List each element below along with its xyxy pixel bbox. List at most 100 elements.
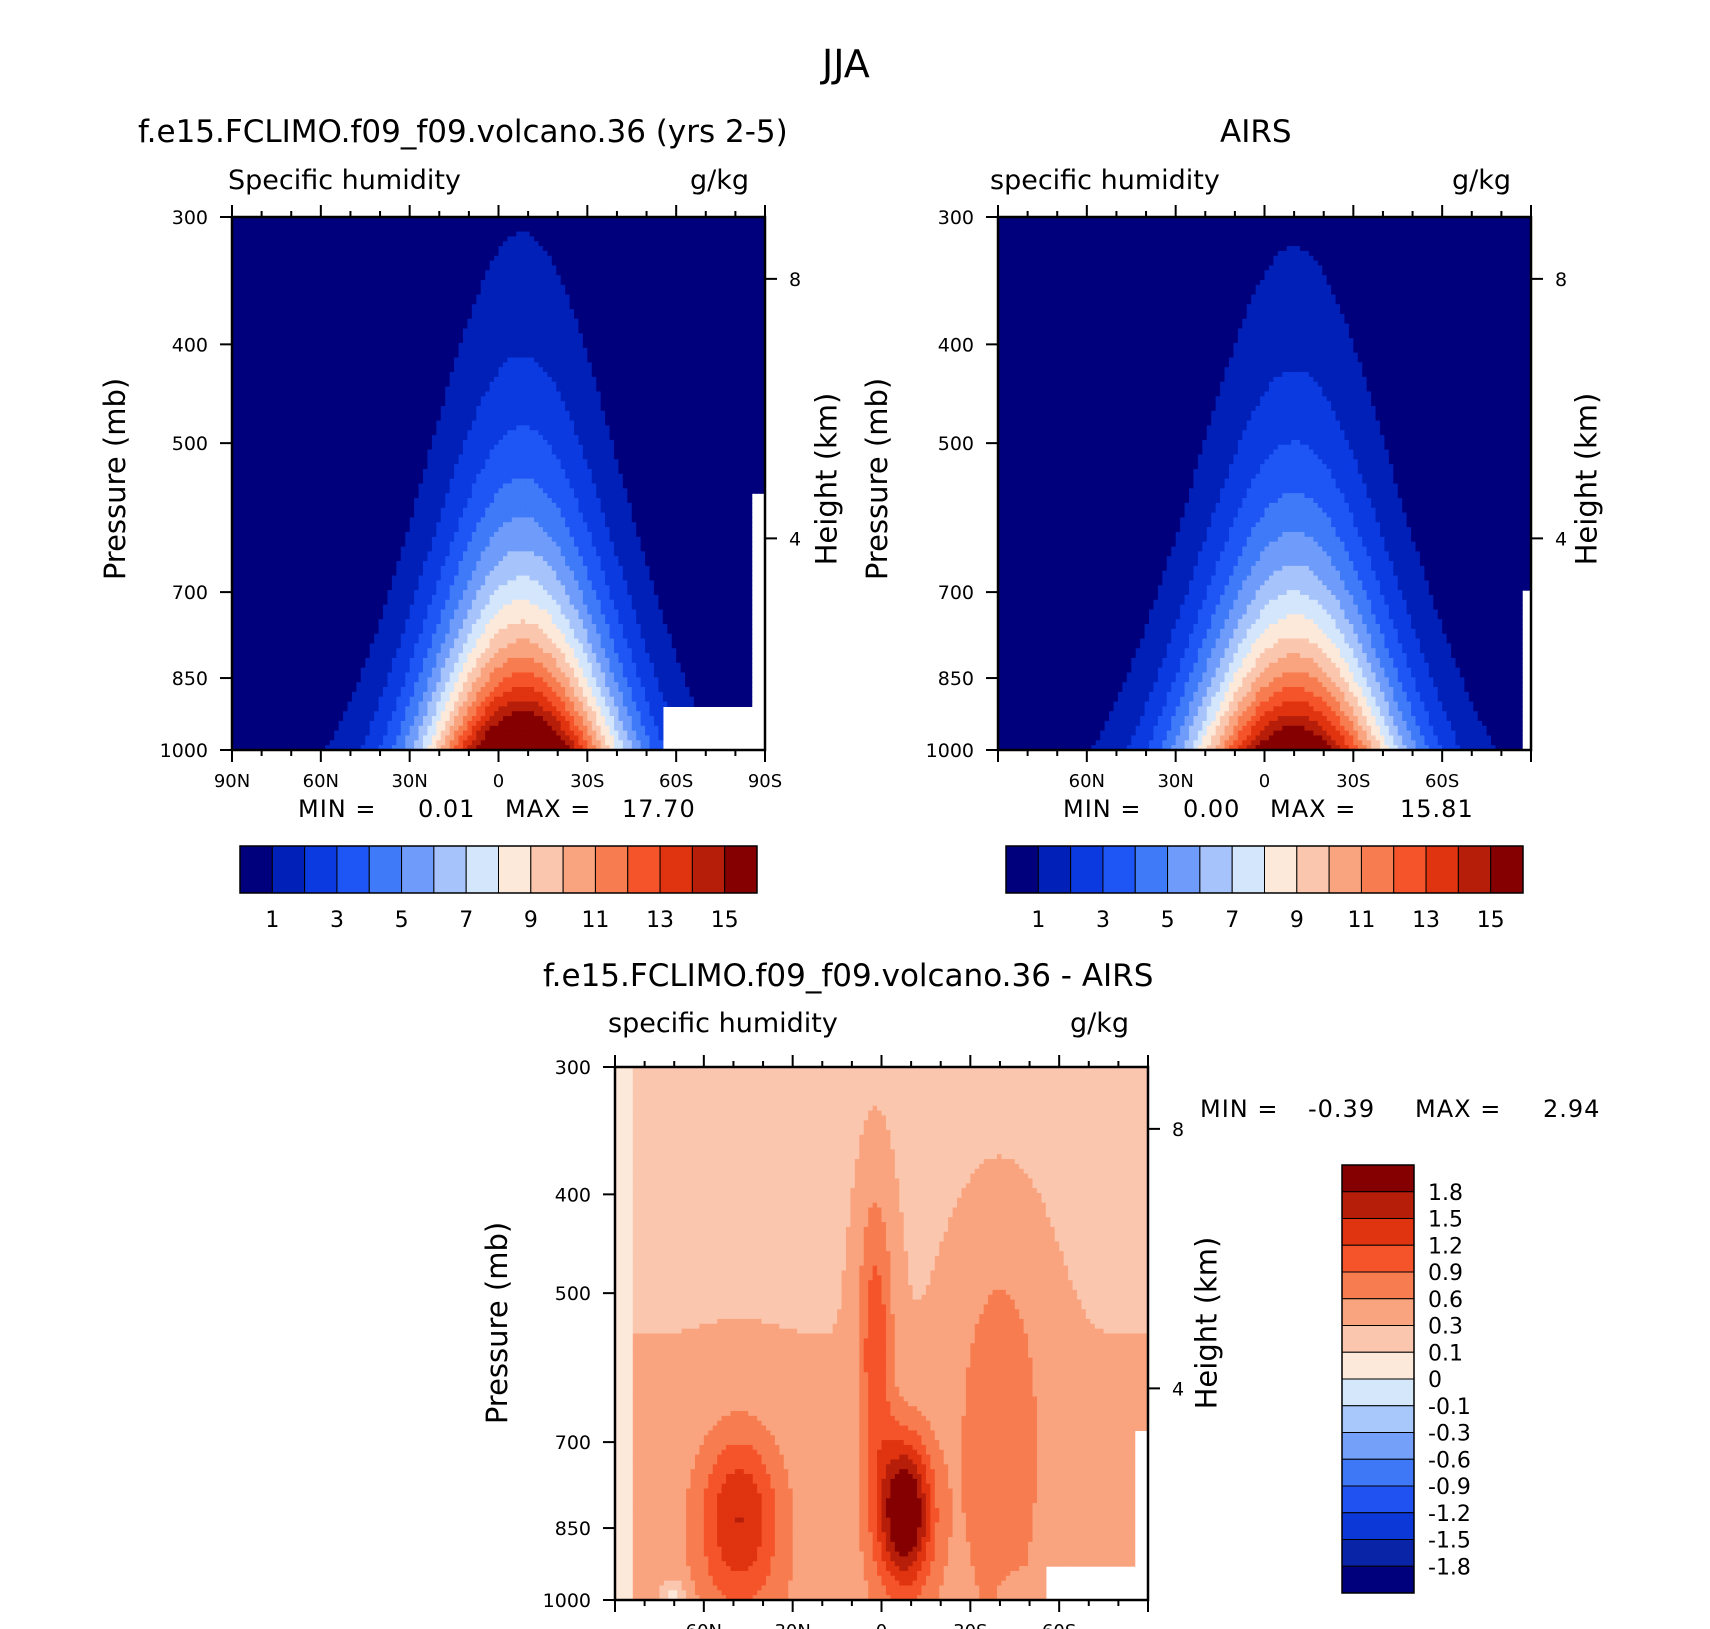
panel1-cell	[650, 362, 655, 367]
panel1-cell	[387, 333, 392, 338]
panel1-cell	[392, 256, 397, 261]
panel1-cell	[756, 285, 761, 290]
panel1-cell	[454, 232, 459, 237]
panel1-cell	[570, 324, 575, 329]
panel1-cell	[676, 270, 681, 275]
panel1-cell	[405, 227, 410, 232]
panel1-cell	[268, 236, 273, 241]
panel1-cell	[494, 328, 499, 333]
panel1-cell	[574, 295, 579, 300]
panel1-cell	[658, 372, 663, 377]
panel1-cell	[343, 372, 348, 377]
panel1-cell	[561, 387, 566, 392]
panel1-cell	[507, 333, 512, 338]
panel1-cell	[410, 304, 415, 309]
panel1-cell	[725, 261, 730, 266]
panel1-cell	[445, 416, 450, 421]
panel1-cell	[370, 280, 375, 285]
panel1-cell	[503, 270, 508, 275]
panel1-cell	[689, 256, 694, 261]
panel1-cell	[752, 348, 757, 353]
panel1-cell	[676, 241, 681, 246]
panel1-cell	[347, 275, 352, 280]
panel1-cell	[512, 406, 517, 411]
panel1-cell	[618, 241, 623, 246]
panel1-cell	[672, 382, 677, 387]
panel1-cell	[747, 338, 752, 343]
panel1-cell	[419, 256, 424, 261]
panel1-cell	[472, 309, 477, 314]
panel1-cell	[490, 353, 495, 358]
panel1-cell	[316, 406, 321, 411]
panel1-cell	[583, 309, 588, 314]
panel1-cell	[587, 241, 592, 246]
panel1-cell	[263, 280, 268, 285]
panel1-cell	[463, 285, 468, 290]
panel1-cell	[516, 362, 521, 367]
panel1-cell	[476, 270, 481, 275]
panel1-cell	[627, 328, 632, 333]
panel1-cell	[450, 338, 455, 343]
panel1-cell	[396, 227, 401, 232]
panel1-cell	[463, 261, 468, 266]
panel1-cell	[503, 314, 508, 319]
panel1-cell	[685, 265, 690, 270]
panel1-cell	[583, 353, 588, 358]
panel1-cell	[752, 377, 757, 382]
panel1-cell	[583, 261, 588, 266]
panel1-cell	[379, 372, 384, 377]
panel1-cell	[725, 401, 730, 406]
panel1-cell	[392, 261, 397, 266]
panel1-cell	[370, 285, 375, 290]
panel1-cell	[294, 246, 299, 251]
panel1-cell	[623, 236, 628, 241]
panel1-cell	[570, 348, 575, 353]
panel1-cell	[503, 348, 508, 353]
panel1-cell	[445, 251, 450, 256]
panel1-cell	[432, 280, 437, 285]
panel1-cell	[272, 401, 277, 406]
panel1-cell	[423, 401, 428, 406]
panel1-cell	[578, 348, 583, 353]
panel1-cell	[627, 222, 632, 227]
panel1-cell	[454, 353, 459, 358]
panel1-cell	[419, 401, 424, 406]
panel1-cell	[734, 319, 739, 324]
panel1-cell	[285, 367, 290, 372]
panel1-cell	[414, 343, 419, 348]
panel1-cell	[276, 319, 281, 324]
panel1-cell	[236, 406, 241, 411]
panel1-cell	[645, 406, 650, 411]
panel1-cell	[312, 377, 317, 382]
panel1-cell	[330, 382, 335, 387]
panel1-cell	[738, 270, 743, 275]
panel1-cell	[325, 324, 330, 329]
panel1-cell	[689, 338, 694, 343]
panel1-cell	[605, 246, 610, 251]
panel1-cell	[592, 391, 597, 396]
panel1-cell	[352, 411, 357, 416]
panel1-cell	[578, 382, 583, 387]
panel1-cell	[601, 319, 606, 324]
panel1-cell	[521, 290, 526, 295]
panel1-cell	[707, 353, 712, 358]
panel1-cell	[356, 232, 361, 237]
panel1-cell	[250, 236, 255, 241]
panel1-cell	[494, 396, 499, 401]
panel1-cell	[476, 362, 481, 367]
panel1-cell	[423, 232, 428, 237]
panel1-cell	[441, 358, 446, 363]
panel1-cell	[259, 270, 264, 275]
panel1-cell	[485, 227, 490, 232]
panel1-cell	[268, 328, 273, 333]
panel1-cell	[303, 236, 308, 241]
panel1-cell	[516, 232, 521, 237]
panel1-cell	[623, 261, 628, 266]
panel1-cell	[445, 396, 450, 401]
panel1-cell	[370, 319, 375, 324]
panel1-cell	[432, 416, 437, 421]
panel1-cell	[316, 358, 321, 363]
panel1-cell	[392, 227, 397, 232]
panel1-cell	[303, 256, 308, 261]
panel1-cell	[729, 387, 734, 392]
